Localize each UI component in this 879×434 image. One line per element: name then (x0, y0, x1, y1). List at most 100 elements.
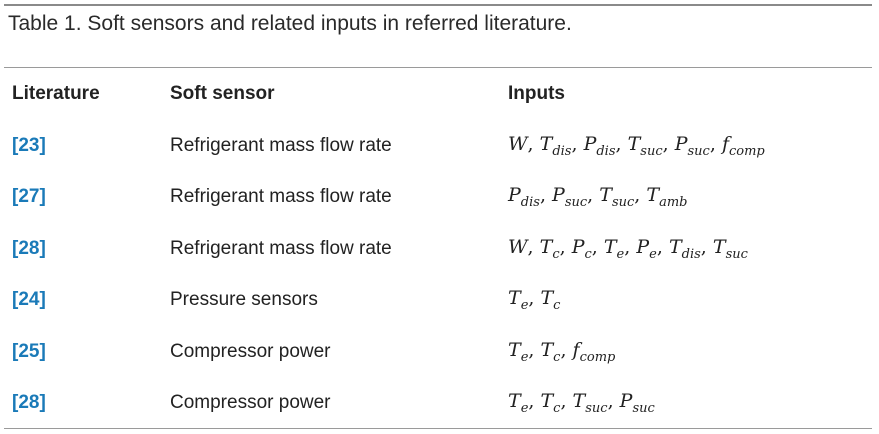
inputs-cell: Pdis, Psuc, Tsuc, Tamb (508, 172, 879, 224)
soft-sensor-cell: Pressure sensors (170, 289, 318, 311)
input-variable: T (539, 132, 553, 155)
input-subscript: suc (564, 195, 588, 211)
separator: , (656, 235, 669, 258)
reference-link[interactable]: [28] (12, 237, 46, 259)
input-subscript: e (616, 246, 625, 262)
input-variable: T (540, 287, 554, 310)
table-top-rule (4, 4, 872, 6)
inputs-cell: Te, Tc, fcomp (508, 326, 879, 378)
separator: , (709, 132, 722, 155)
reference-link[interactable]: [28] (12, 392, 46, 414)
separator: , (528, 338, 541, 361)
input-subscript: comp (579, 349, 616, 365)
separator: , (539, 184, 553, 207)
input-variable: f (572, 338, 580, 361)
separator: , (559, 235, 572, 258)
separator: , (571, 132, 584, 155)
table-caption: Table 1. Soft sensors and related inputs… (8, 12, 572, 35)
separator: , (560, 390, 573, 413)
table-header-rule (4, 67, 872, 68)
input-subscript: dis (596, 143, 616, 159)
soft-sensor-cell: Compressor power (170, 392, 331, 414)
input-subscript: dis (681, 246, 701, 262)
soft-sensor-cell: Refrigerant mass flow rate (170, 134, 392, 156)
input-subscript: e (520, 401, 529, 417)
input-subscript: suc (725, 246, 748, 262)
input-variable: T (572, 390, 586, 413)
input-variable: T (540, 338, 554, 361)
separator: , (560, 338, 573, 361)
table-bottom-rule (4, 428, 872, 429)
input-subscript: amb (659, 195, 688, 211)
separator: , (624, 235, 637, 258)
input-subscript: suc (611, 195, 635, 211)
separator: , (634, 184, 647, 207)
separator: , (615, 132, 628, 155)
input-variable: T (508, 390, 521, 413)
input-variable: P (674, 132, 688, 155)
input-subscript: c (552, 246, 560, 262)
separator: , (587, 184, 600, 207)
input-variable: f (721, 132, 729, 155)
input-variable: P (583, 132, 597, 155)
input-subscript: e (649, 246, 657, 262)
table-row: [27] Refrigerant mass flow rate Pdis, Ps… (0, 172, 879, 224)
soft-sensor-cell: Refrigerant mass flow rate (170, 186, 392, 208)
separator: , (528, 390, 541, 413)
table-row: [24] Pressure sensors Te, Tc (0, 275, 879, 327)
separator: , (700, 235, 713, 258)
input-subscript: suc (640, 143, 663, 159)
reference-link[interactable]: [24] (12, 289, 46, 311)
inputs-cell: W, Tc, Pc, Te, Pe, Tdis, Tsuc (508, 223, 879, 275)
table-row: [28] Compressor power Te, Tc, Tsuc, Psuc (0, 378, 879, 430)
table-row: [28] Refrigerant mass flow rate W, Tc, P… (0, 223, 879, 275)
input-subscript: c (553, 401, 561, 417)
input-subscript: c (553, 349, 561, 365)
input-variable: W (508, 235, 528, 258)
separator: , (528, 287, 541, 310)
table-row: [25] Compressor power Te, Tc, fcomp (0, 326, 879, 378)
input-subscript: c (584, 246, 592, 262)
input-subscript: suc (687, 143, 710, 159)
header-inputs: Inputs (508, 83, 565, 104)
inputs-cell: Te, Tc (508, 275, 879, 327)
soft-sensor-cell: Refrigerant mass flow rate (170, 237, 392, 259)
input-variable: T (712, 235, 726, 258)
input-subscript: dis (552, 143, 572, 159)
soft-sensors-table: Literature Soft sensor Inputs [23] Refri… (0, 68, 879, 429)
input-variable: P (552, 184, 565, 207)
input-variable: W (508, 132, 528, 155)
input-variable: T (603, 235, 617, 258)
separator: , (591, 235, 604, 258)
reference-link[interactable]: [27] (12, 186, 46, 208)
inputs-cell: Te, Tc, Tsuc, Psuc (508, 378, 879, 430)
input-variable: P (636, 235, 650, 258)
input-variable: T (539, 235, 553, 258)
input-variable: T (508, 338, 521, 361)
inputs-cell: W, Tdis, Pdis, Tsuc, Psuc, fcomp (508, 120, 879, 172)
input-subscript: c (553, 298, 561, 314)
soft-sensor-cell: Compressor power (170, 340, 331, 362)
input-subscript: e (520, 298, 529, 314)
separator: , (662, 132, 675, 155)
input-subscript: suc (585, 401, 608, 417)
input-variable: T (540, 390, 554, 413)
reference-link[interactable]: [23] (12, 134, 46, 156)
input-variable: P (571, 235, 585, 258)
input-variable: P (508, 184, 521, 207)
input-subscript: dis (520, 195, 540, 211)
input-variable: P (619, 390, 633, 413)
input-variable: T (668, 235, 682, 258)
reference-link[interactable]: [25] (12, 340, 46, 362)
table-header-row: Literature Soft sensor Inputs (0, 68, 879, 120)
input-variable: T (599, 184, 612, 207)
header-soft-sensor: Soft sensor (170, 83, 275, 104)
separator: , (527, 132, 540, 155)
input-subscript: suc (632, 401, 655, 417)
input-variable: T (627, 132, 641, 155)
input-subscript: e (520, 349, 529, 365)
separator: , (607, 390, 620, 413)
input-subscript: comp (728, 143, 765, 159)
input-variable: T (646, 184, 660, 207)
separator: , (527, 235, 540, 258)
